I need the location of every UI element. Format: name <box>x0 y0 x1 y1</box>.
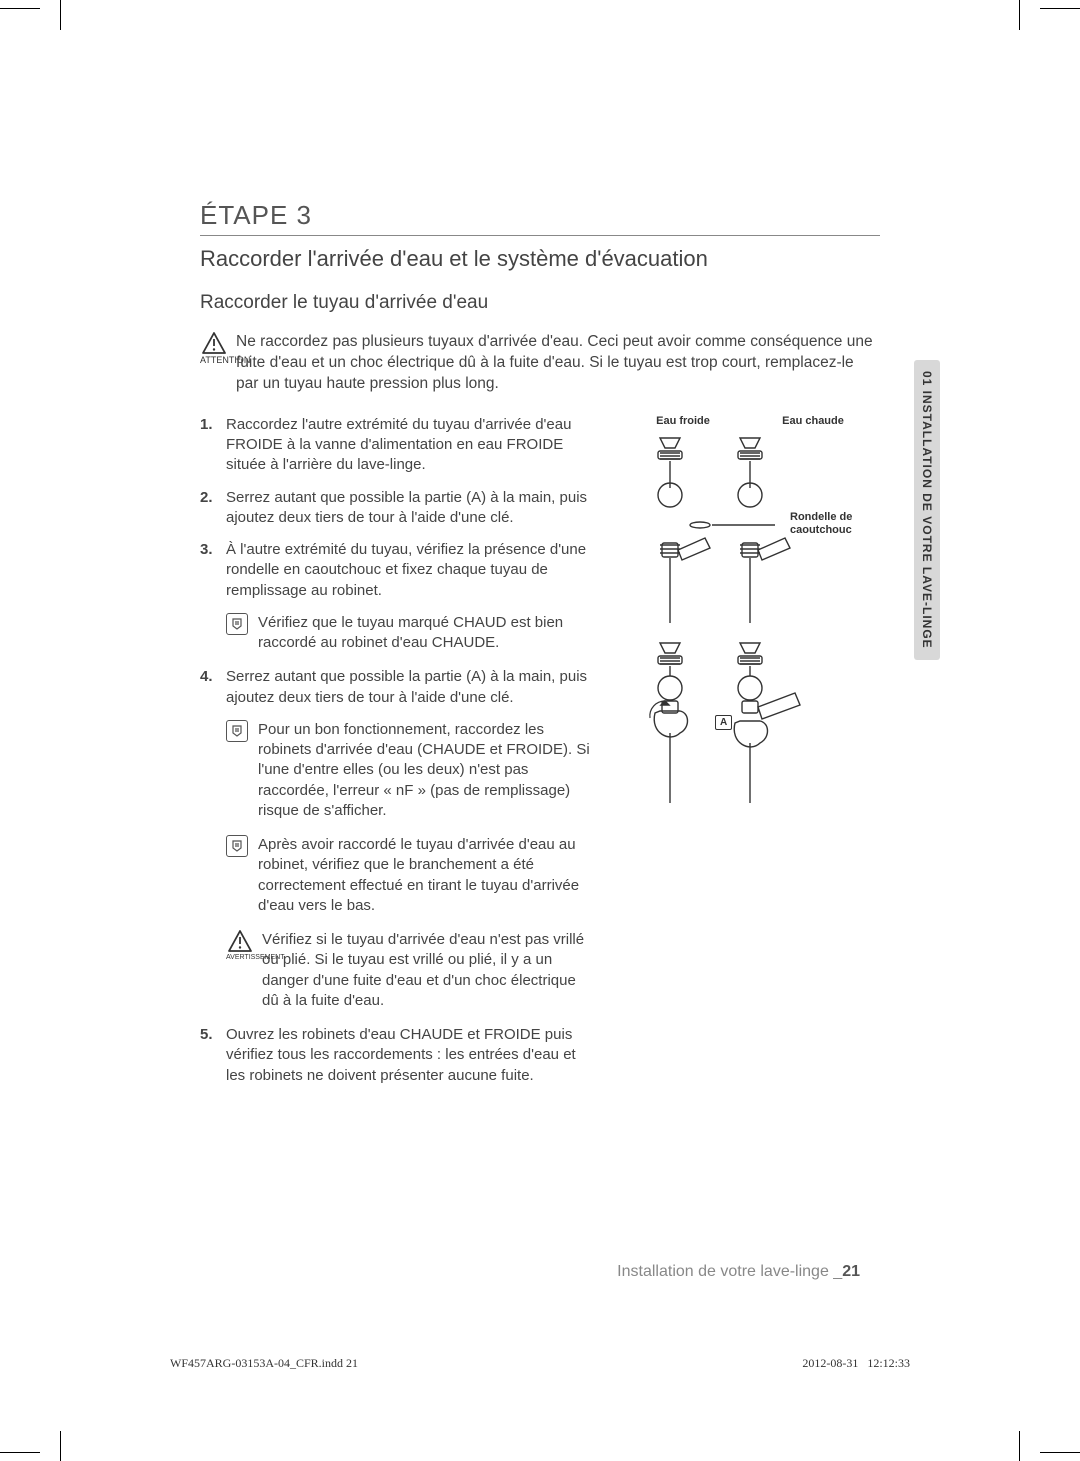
note-icon <box>226 835 248 857</box>
crop-mark <box>60 0 61 30</box>
hot-water-label: Eau chaude <box>782 415 844 427</box>
note-icon <box>226 613 248 635</box>
note-icon <box>226 720 248 742</box>
footer-section: Installation de votre lave-linge _ <box>617 1263 842 1280</box>
crop-mark <box>1040 1452 1080 1453</box>
note-text: Vérifiez que le tuyau marqué CHAUD est b… <box>258 613 590 654</box>
section-tab: 01 INSTALLATION DE VOTRE LAVE-LINGE <box>914 360 940 660</box>
crop-mark <box>1019 0 1020 30</box>
step-4: Serrez autant que possible la partie (A)… <box>200 667 590 708</box>
note-text: Après avoir raccordé le tuyau d'arrivée … <box>258 835 590 916</box>
attention-block: ATTENTION Ne raccordez pas plusieurs tuy… <box>200 332 880 395</box>
page-footer: Installation de votre lave-linge _21 <box>617 1263 860 1281</box>
washer-callout: Rondelle de caoutchouc <box>790 511 880 537</box>
footer-page-number: 21 <box>842 1263 860 1280</box>
attention-icon: ATTENTION <box>200 332 228 365</box>
step-heading: ÉTAPE 3 <box>200 200 880 231</box>
step-3: À l'autre extrémité du tuyau, vérifiez l… <box>200 540 590 601</box>
note-text: Pour un bon fonctionnement, raccordez le… <box>258 720 590 821</box>
heading-rule <box>200 235 880 236</box>
crop-mark <box>0 8 40 9</box>
step-5: Ouvrez les robinets d'eau CHAUDE et FROI… <box>200 1025 590 1086</box>
attention-text: Ne raccordez pas plusieurs tuyaux d'arri… <box>236 332 880 395</box>
hose-diagram: Eau froide Eau chaude <box>620 415 880 836</box>
section-tab-label: 01 INSTALLATION DE VOTRE LAVE-LINGE <box>920 371 934 649</box>
crop-mark <box>1040 8 1080 9</box>
warning-block: AVERTISSEMENT Vérifiez si le tuyau d'arr… <box>200 930 590 1011</box>
note-block: Vérifiez que le tuyau marqué CHAUD est b… <box>200 613 590 654</box>
warning-icon: AVERTISSEMENT <box>226 930 254 961</box>
page-subtitle: Raccorder le tuyau d'arrivée d'eau <box>200 292 880 314</box>
crop-mark <box>60 1431 61 1461</box>
diagram-svg <box>620 433 880 833</box>
cold-water-label: Eau froide <box>656 415 710 427</box>
warning-text: Vérifiez si le tuyau d'arrivée d'eau n'e… <box>262 930 590 1011</box>
crop-mark <box>0 1452 40 1453</box>
step-1: Raccordez l'autre extrémité du tuyau d'a… <box>200 415 590 476</box>
crop-mark <box>1019 1431 1020 1461</box>
callout-a: A <box>715 715 732 730</box>
print-timestamp: 2012-08-31 12:12:33 <box>802 1356 910 1371</box>
step-2: Serrez autant que possible la partie (A)… <box>200 488 590 529</box>
note-block: Pour un bon fonctionnement, raccordez le… <box>200 720 590 821</box>
page-title: Raccorder l'arrivée d'eau et le système … <box>200 246 880 272</box>
note-block: Après avoir raccordé le tuyau d'arrivée … <box>200 835 590 916</box>
print-file-info: WF457ARG-03153A-04_CFR.indd 21 <box>170 1356 358 1371</box>
